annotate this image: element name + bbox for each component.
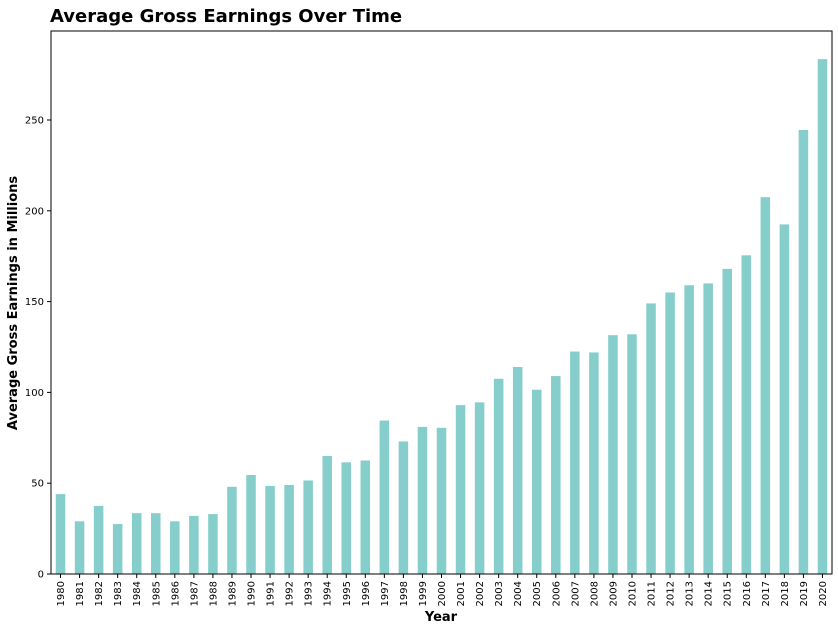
x-tick-label: 1999: [418, 581, 429, 606]
bar-2006: [551, 376, 561, 574]
x-tick-label: 1997: [380, 581, 391, 606]
x-axis-ticks: 1980 1981 1982 1983 1984 1985 1986 1987 1988 1989…: [56, 574, 829, 606]
y-tick-label: 50: [31, 479, 44, 490]
bar-2015: [722, 268, 732, 574]
x-tick-label: 2015: [723, 581, 734, 606]
x-tick-label: 2012: [666, 581, 677, 606]
x-tick-label: 2018: [780, 581, 791, 606]
x-tick-label: 1983: [113, 581, 124, 606]
bar-2014: [703, 283, 713, 574]
x-tick-label: 1992: [285, 581, 296, 606]
bar-1995: [341, 462, 352, 574]
bar-2010: [627, 334, 637, 574]
x-tick-label: 1982: [94, 581, 105, 606]
bar-2008: [589, 352, 599, 574]
x-tick-label: 1980: [56, 581, 67, 606]
x-tick-label: 1998: [399, 581, 410, 606]
bar-2011: [646, 303, 656, 574]
x-tick-label: 1988: [208, 581, 219, 606]
x-tick-label: 1990: [247, 581, 258, 606]
bar-2002: [474, 402, 485, 574]
bar-2000: [436, 427, 447, 574]
bar-1996: [360, 460, 371, 574]
y-axis-ticks: 0 50 100 150 200 250: [25, 115, 51, 581]
bar-1987: [189, 515, 199, 574]
bar-1992: [284, 485, 294, 574]
x-tick-label: 2011: [647, 581, 658, 606]
x-tick-label: 1994: [323, 581, 334, 606]
y-tick-label: 100: [25, 388, 44, 399]
x-tick-label: 2017: [761, 581, 772, 606]
bar-2001: [455, 405, 466, 574]
bar-2004: [512, 366, 523, 574]
x-tick-label: 1986: [170, 581, 181, 606]
bar-1984: [131, 513, 142, 574]
plot-frame: [50, 30, 833, 575]
bar-2018: [779, 224, 790, 574]
x-tick-label: 1996: [361, 581, 372, 606]
bar-1985: [151, 513, 161, 574]
bar-1986: [170, 521, 180, 574]
bar-2005: [531, 389, 542, 574]
x-tick-label: 2020: [818, 581, 829, 606]
x-tick-label: 2003: [494, 581, 505, 606]
bar-2019: [798, 129, 809, 574]
bar-1980: [55, 494, 66, 574]
bar-1990: [246, 475, 256, 574]
x-tick-label: 2008: [589, 581, 600, 606]
x-tick-label: 1985: [151, 581, 162, 606]
bar-2007: [570, 351, 580, 574]
x-tick-label: 1995: [342, 581, 353, 606]
bar-2017: [760, 197, 771, 575]
bar-2003: [493, 378, 504, 574]
x-axis-label: Year: [424, 610, 458, 625]
bar-1991: [265, 485, 275, 574]
x-tick-label: 1991: [266, 581, 277, 606]
x-tick-label: 2014: [704, 581, 715, 606]
bar-2009: [608, 335, 618, 574]
bar-1993: [303, 480, 313, 574]
chart-title: Average Gross Earnings Over Time: [50, 6, 402, 27]
x-tick-label: 2006: [551, 581, 562, 606]
x-tick-label: 2000: [437, 581, 448, 606]
x-tick-label: 2002: [475, 581, 486, 606]
x-tick-label: 2005: [532, 581, 543, 606]
x-tick-label: 2009: [608, 581, 619, 606]
bar-1989: [227, 486, 237, 574]
bar-2012: [665, 292, 675, 574]
x-tick-label: 2001: [456, 581, 467, 606]
bar-1983: [112, 524, 123, 574]
bar-2016: [741, 255, 752, 575]
x-tick-label: 2013: [685, 581, 696, 606]
bar-1994: [322, 455, 332, 574]
y-tick-label: 150: [25, 297, 44, 308]
x-tick-label: 1984: [132, 581, 143, 606]
x-tick-label: 2004: [513, 581, 524, 606]
bar-1998: [398, 441, 409, 574]
bar-1981: [74, 521, 85, 574]
bar-1982: [93, 505, 104, 574]
x-tick-label: 2016: [742, 581, 753, 606]
bar-2020: [817, 59, 828, 575]
y-tick-label: 250: [25, 115, 44, 126]
bar-1988: [208, 514, 218, 574]
x-tick-label: 1987: [189, 581, 200, 606]
x-tick-label: 2019: [799, 581, 810, 606]
y-axis-label: Average Gross Earnings in Millions: [6, 176, 21, 431]
bar-1997: [379, 420, 390, 574]
y-tick-label: 200: [25, 206, 44, 217]
bar-2013: [684, 285, 694, 574]
y-tick-label: 0: [38, 570, 44, 581]
x-tick-label: 1981: [75, 581, 86, 606]
x-tick-label: 1989: [227, 581, 238, 606]
bar-1999: [417, 426, 428, 574]
x-tick-label: 1993: [304, 581, 315, 606]
x-tick-label: 2010: [627, 581, 638, 606]
x-tick-label: 2007: [570, 581, 581, 606]
bars-group: [55, 59, 828, 575]
